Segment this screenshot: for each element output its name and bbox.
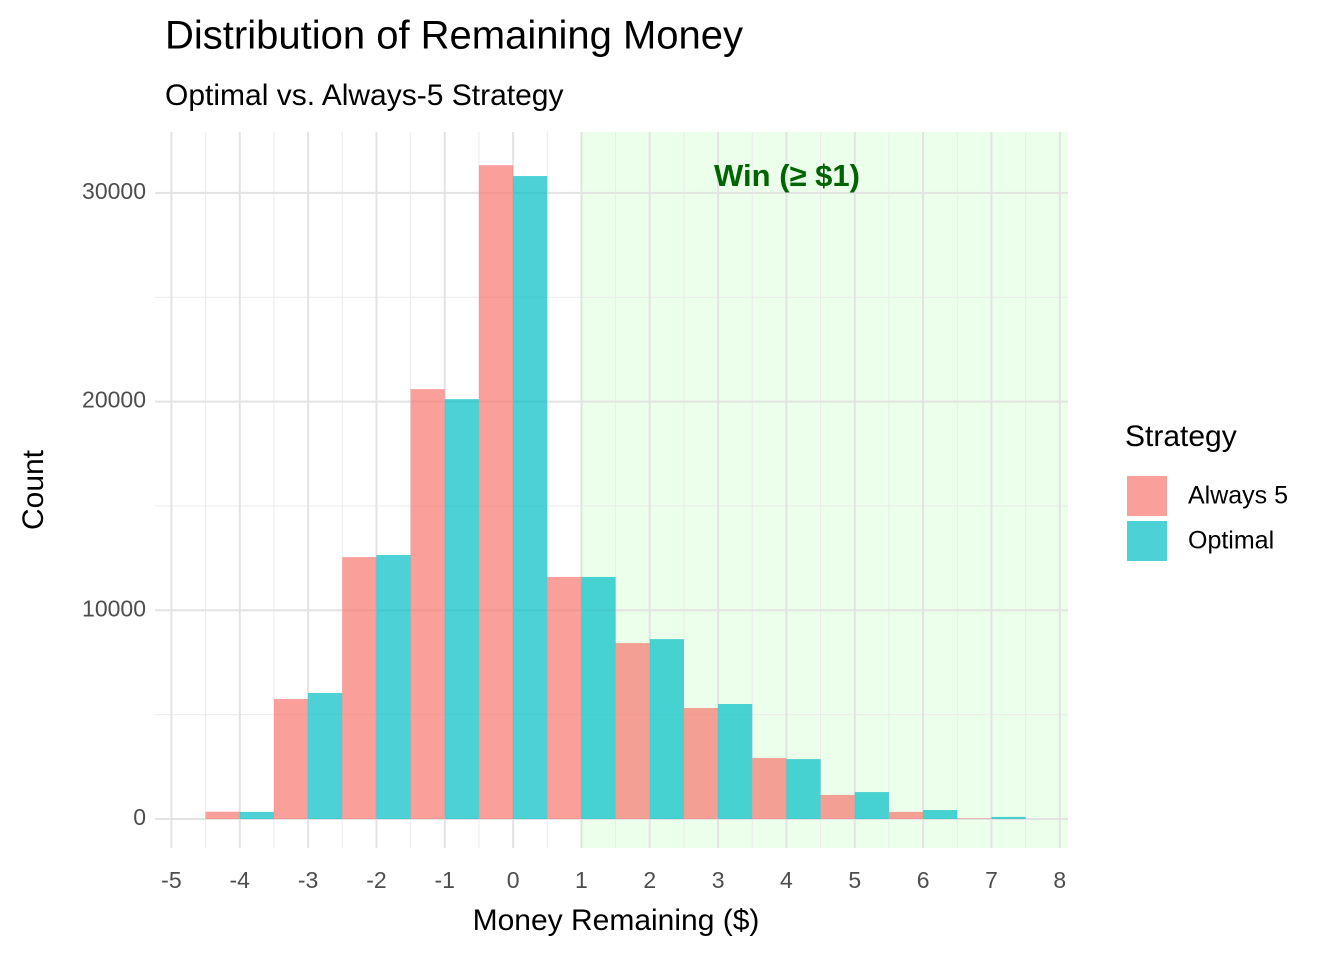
bar bbox=[478, 165, 514, 819]
x-tick-label: 4 bbox=[780, 867, 793, 893]
x-tick-label: 6 bbox=[917, 867, 930, 893]
bar bbox=[923, 810, 958, 819]
x-tick-label: 7 bbox=[985, 867, 998, 893]
bar bbox=[205, 811, 240, 819]
x-tick-label: -5 bbox=[161, 867, 181, 893]
bar bbox=[239, 811, 274, 819]
y-tick-label: 0 bbox=[133, 804, 146, 830]
x-tick-label: 5 bbox=[848, 867, 861, 893]
y-tick-label: 10000 bbox=[82, 595, 146, 621]
x-tick-label: 2 bbox=[643, 867, 656, 893]
legend-title: Strategy bbox=[1125, 420, 1237, 453]
bar bbox=[718, 704, 753, 819]
legend-key bbox=[1127, 521, 1167, 561]
bar bbox=[752, 758, 787, 819]
annotation: Win (≥ $1) bbox=[714, 158, 860, 193]
bar bbox=[888, 811, 924, 819]
bar bbox=[376, 555, 411, 819]
bar bbox=[820, 794, 855, 819]
bar bbox=[683, 707, 719, 819]
x-tick-label: 3 bbox=[712, 867, 725, 893]
x-tick-label: 8 bbox=[1053, 867, 1066, 893]
x-tick-label: 1 bbox=[575, 867, 588, 893]
chart-title: Distribution of Remaining Money bbox=[165, 14, 743, 58]
x-tick-label: -3 bbox=[298, 867, 318, 893]
legend-label: Optimal bbox=[1188, 527, 1274, 555]
x-tick-label: -4 bbox=[230, 867, 251, 893]
y-tick-label: 30000 bbox=[82, 178, 146, 204]
bar bbox=[957, 818, 992, 819]
y-axis-title: Count bbox=[17, 449, 50, 530]
bar bbox=[410, 389, 445, 819]
x-tick-label: 0 bbox=[507, 867, 520, 893]
legend-label: Always 5 bbox=[1188, 482, 1288, 510]
bar bbox=[615, 643, 650, 819]
bar bbox=[649, 639, 684, 819]
bar bbox=[513, 176, 548, 819]
bar bbox=[991, 816, 1026, 819]
bar bbox=[581, 576, 616, 819]
bar bbox=[342, 557, 377, 819]
x-tick-label: -2 bbox=[366, 867, 386, 893]
bar bbox=[444, 399, 479, 819]
bar bbox=[786, 759, 821, 819]
chart-subtitle: Optimal vs. Always-5 Strategy bbox=[165, 79, 563, 112]
bar bbox=[308, 692, 343, 819]
x-tick-label: -1 bbox=[435, 867, 455, 893]
bar bbox=[273, 698, 309, 819]
bar bbox=[547, 576, 582, 819]
x-axis-title: Money Remaining ($) bbox=[473, 904, 760, 937]
bar bbox=[854, 792, 889, 819]
y-tick-label: 20000 bbox=[82, 387, 146, 413]
legend-key bbox=[1127, 476, 1167, 516]
